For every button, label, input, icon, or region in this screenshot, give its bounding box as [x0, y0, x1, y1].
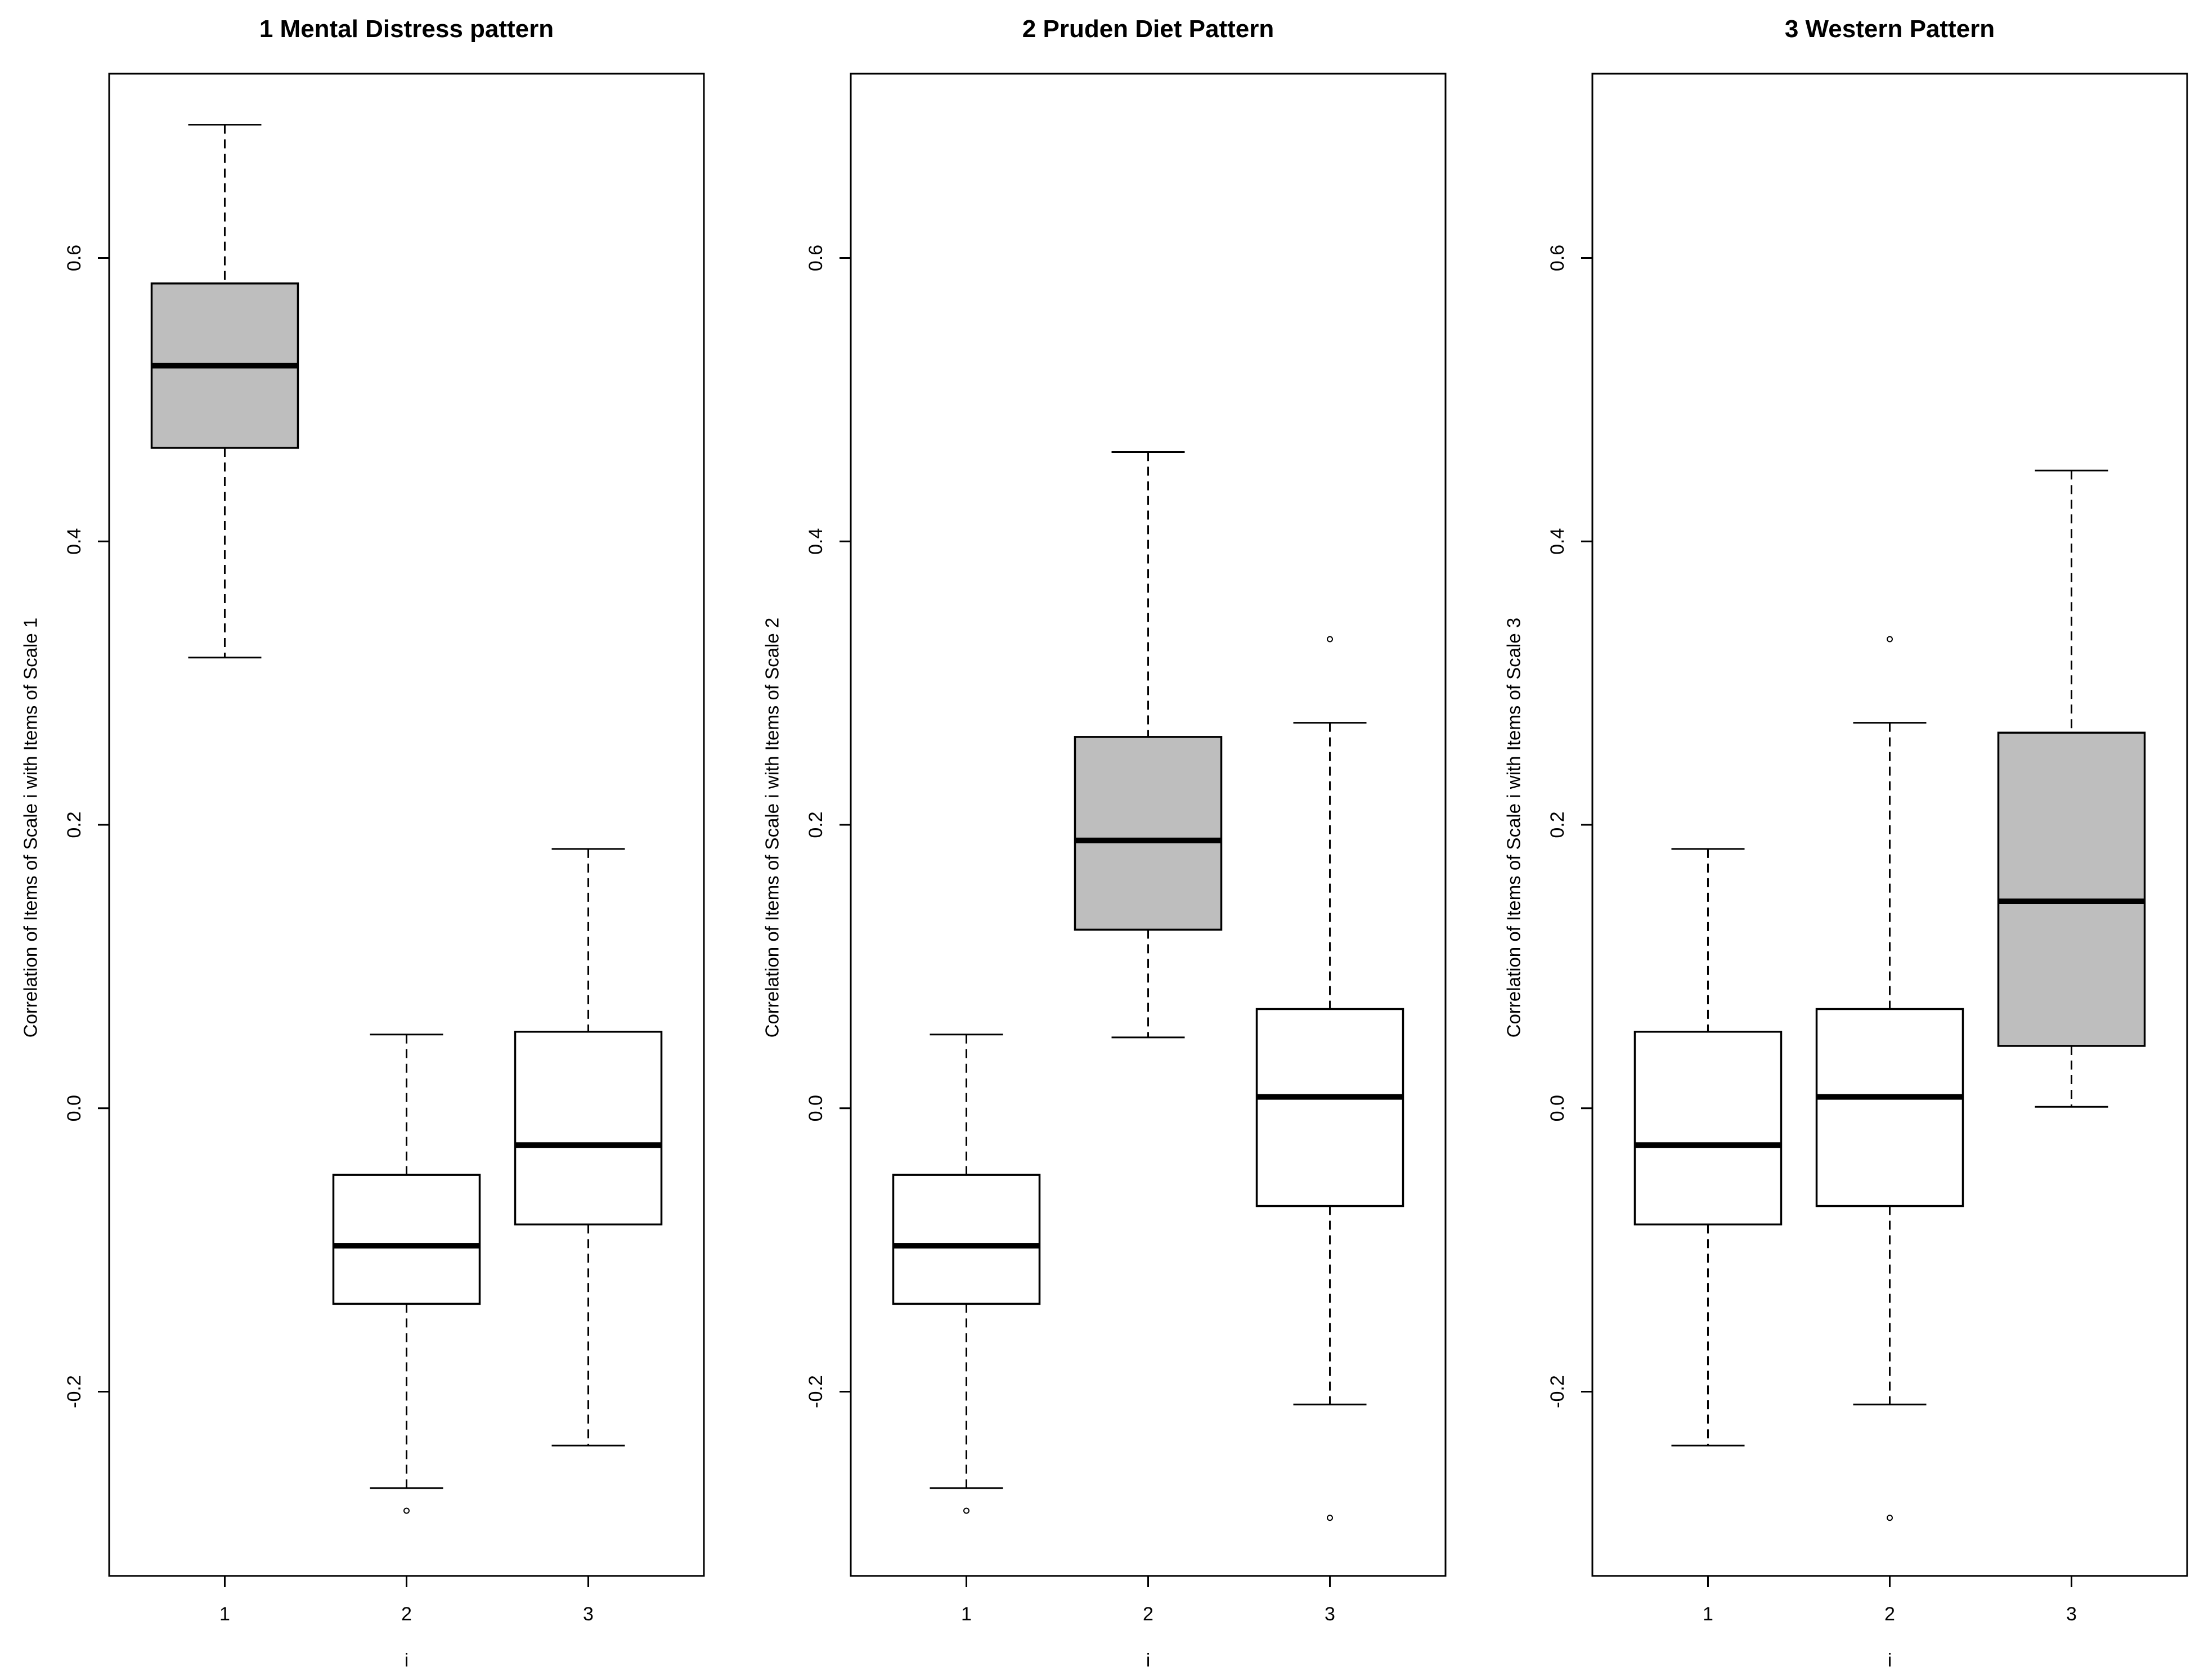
- y-tick-label: 0.0: [1547, 1095, 1568, 1121]
- box-iqr-1: [892, 1174, 1041, 1305]
- x-tick-label: 1: [219, 1603, 230, 1625]
- outlier-point: [1887, 1515, 1893, 1521]
- chart-title: 2 Pruden Diet Pattern: [1022, 15, 1274, 43]
- x-tick-label: 2: [401, 1603, 412, 1625]
- y-tick-label: 0.2: [64, 811, 85, 838]
- chart-title: 3 Western Pattern: [1785, 15, 1995, 43]
- x-axis-label: i: [405, 1650, 409, 1670]
- y-axis-label: Correlation of Items of Scale i with Ite…: [20, 618, 41, 1037]
- chart-panel-2: 2 Pruden Diet Pattern -0.2 0.0 0.2 0.4 0.6 Cor…: [762, 15, 1447, 1670]
- x-axis-label: i: [1146, 1650, 1150, 1670]
- x-tick-label: 3: [2066, 1603, 2077, 1625]
- y-tick-label: 0.0: [64, 1095, 85, 1121]
- chart-title: 1 Mental Distress pattern: [259, 15, 554, 43]
- x-tick-label: 1: [961, 1603, 972, 1625]
- box-iqr-3: [1255, 1008, 1404, 1207]
- x-tick-label: 2: [1143, 1603, 1153, 1625]
- x-tick-label: 2: [1884, 1603, 1895, 1625]
- chart-panel-1: 1 Mental Distress pattern -0.2 0.0 0.2 0.4 0.…: [20, 15, 705, 1670]
- box-iqr-2: [332, 1174, 481, 1305]
- x-tick-label: 3: [1325, 1603, 1335, 1625]
- y-tick-label: 0.6: [805, 245, 827, 271]
- y-tick-label: 0.6: [1547, 245, 1568, 271]
- y-tick-label: -0.2: [64, 1375, 85, 1408]
- y-tick-label: 0.4: [64, 528, 85, 555]
- y-axis-label: Correlation of Items of Scale i with Ite…: [1503, 618, 1524, 1037]
- x-tick-label: 1: [1703, 1603, 1713, 1625]
- y-tick-label: 0.6: [64, 245, 85, 271]
- x-axis-label: i: [1888, 1650, 1892, 1670]
- outlier-point: [1327, 636, 1334, 643]
- outlier-point: [1327, 1515, 1334, 1521]
- y-tick-label: 0.4: [805, 528, 827, 555]
- outlier-point: [1887, 636, 1893, 643]
- box-iqr-2: [1074, 736, 1223, 931]
- x-tick-label: 3: [583, 1603, 594, 1625]
- y-axis-label: Correlation of Items of Scale i with Ite…: [762, 618, 783, 1037]
- outlier-point: [403, 1507, 410, 1514]
- box-iqr-3: [1997, 731, 2146, 1047]
- y-tick-label: -0.2: [805, 1375, 827, 1408]
- outlier-point: [963, 1507, 969, 1514]
- box-iqr-2: [1815, 1008, 1964, 1207]
- y-tick-label: -0.2: [1547, 1375, 1568, 1408]
- y-tick-label: 0.0: [805, 1095, 827, 1121]
- box-iqr-1: [1633, 1031, 1783, 1226]
- y-tick-label: 0.2: [1547, 811, 1568, 838]
- box-iqr-3: [514, 1031, 663, 1226]
- chart-panel-3: 3 Western Pattern -0.2 0.0 0.2 0.4 0.6 Correla…: [1503, 15, 2188, 1670]
- y-tick-label: 0.4: [1547, 528, 1568, 555]
- y-tick-label: 0.2: [805, 811, 827, 838]
